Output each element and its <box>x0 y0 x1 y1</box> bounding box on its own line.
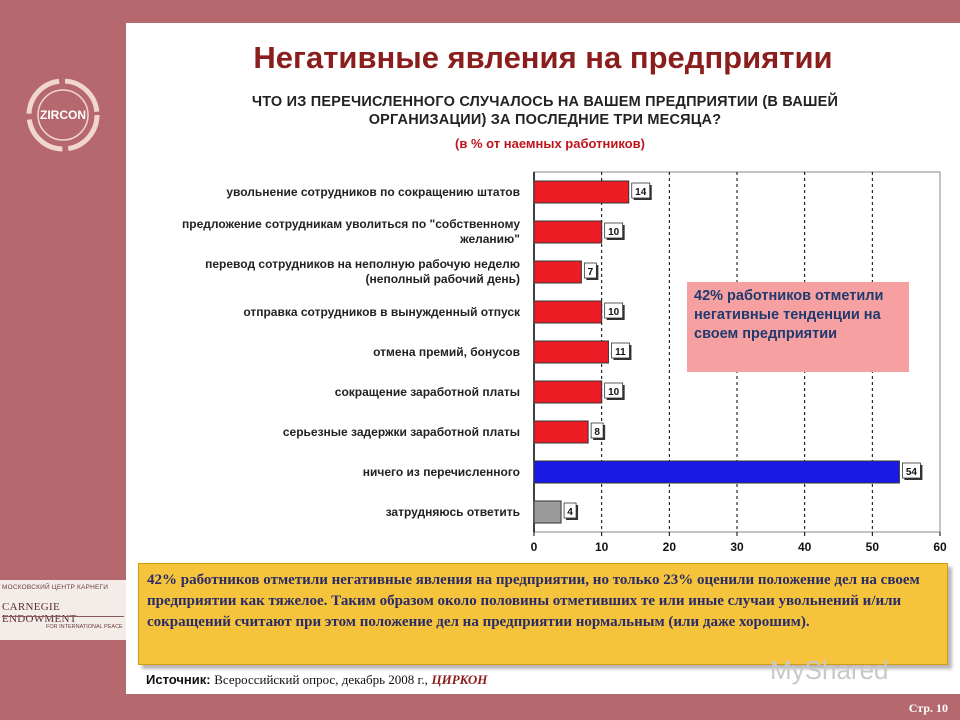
summary-text: 42% работников отметили негативные явлен… <box>147 572 920 630</box>
logo-text: ZIRCON <box>40 108 86 122</box>
source-text: Всероссийский опрос, декабрь 2008 г., <box>214 672 428 687</box>
bar <box>533 180 630 204</box>
bar <box>533 220 603 244</box>
carnegie-line1: МОСКОВСКИЙ ЦЕНТР КАРНЕГИ <box>2 584 109 591</box>
data-label-box <box>631 182 651 199</box>
x-tick-label: 30 <box>730 540 744 554</box>
bar <box>533 300 603 324</box>
page-number: Стр. 10 <box>908 701 948 715</box>
carnegie-line3: FOR INTERNATIONAL PEACE <box>46 624 123 630</box>
units-note: (в % от наемных работников) <box>455 136 645 151</box>
x-tick-label: 60 <box>933 540 947 554</box>
watermark: MyShared <box>770 655 889 685</box>
data-label: 8 <box>594 427 600 438</box>
x-tick-label: 40 <box>798 540 812 554</box>
data-label-box <box>604 382 624 399</box>
category-label: серьезные задержки заработной платы <box>282 424 520 439</box>
x-tick-label: 50 <box>866 540 880 554</box>
carnegie-divider <box>2 616 124 617</box>
bar <box>533 460 900 484</box>
bar <box>533 500 562 524</box>
data-label-box <box>902 462 921 479</box>
category-label: увольнение сотрудников по сокращению шта… <box>226 184 520 199</box>
data-label: 10 <box>608 227 620 238</box>
data-label-box <box>590 422 604 439</box>
data-label: 54 <box>906 467 918 478</box>
x-tick-label: 0 <box>531 540 538 554</box>
data-label: 7 <box>588 267 594 278</box>
bar <box>533 380 603 404</box>
frame-bottom <box>0 694 960 720</box>
bar <box>533 420 589 444</box>
data-label-box <box>583 262 597 279</box>
category-label: сокращение заработной платы <box>334 384 520 399</box>
category-label: отмена премий, бонусов <box>373 344 520 359</box>
category-label: предложение сотрудникам уволиться по "со… <box>182 217 520 246</box>
callout-box: 42% работников отметили негативные тенде… <box>687 282 909 372</box>
category-label: затрудняюсь ответить <box>385 504 520 519</box>
source-label: Источник: <box>146 672 211 687</box>
category-label: ничего из перечисленного <box>362 464 520 479</box>
source-line: Источник: Всероссийский опрос, декабрь 2… <box>146 672 487 688</box>
page-title: Негативные явления на предприятии <box>253 40 833 75</box>
data-label-box <box>563 502 577 519</box>
bar <box>533 340 609 364</box>
carnegie-logo: МОСКОВСКИЙ ЦЕНТР КАРНЕГИ CARNEGIE ENDOWM… <box>0 580 126 640</box>
bar <box>533 260 582 284</box>
x-tick-label: 20 <box>663 540 677 554</box>
data-label: 4 <box>567 507 573 518</box>
frame-top <box>0 0 960 23</box>
category-label: отправка сотрудников в вынужденный отпус… <box>243 304 520 319</box>
category-label: перевод сотрудников на неполную рабочую … <box>205 257 520 286</box>
data-label: 14 <box>635 187 647 198</box>
data-label: 11 <box>615 347 626 358</box>
callout-text: 42% работников отметили негативные тенде… <box>694 288 884 342</box>
data-label: 10 <box>608 307 620 318</box>
source-org: ЦИРКОН <box>431 672 488 687</box>
survey-question: ЧТО ИЗ ПЕРЕЧИСЛЕННОГО СЛУЧАЛОСЬ НА ВАШЕМ… <box>251 94 839 128</box>
zircon-logo-icon: ZIRCON <box>26 78 100 152</box>
summary-box: 42% работников отметили негативные явлен… <box>138 563 948 665</box>
x-tick-label: 10 <box>595 540 609 554</box>
data-label: 10 <box>608 387 620 398</box>
data-label-box <box>604 302 624 319</box>
data-label-box <box>611 342 630 359</box>
data-label-box <box>604 222 624 239</box>
